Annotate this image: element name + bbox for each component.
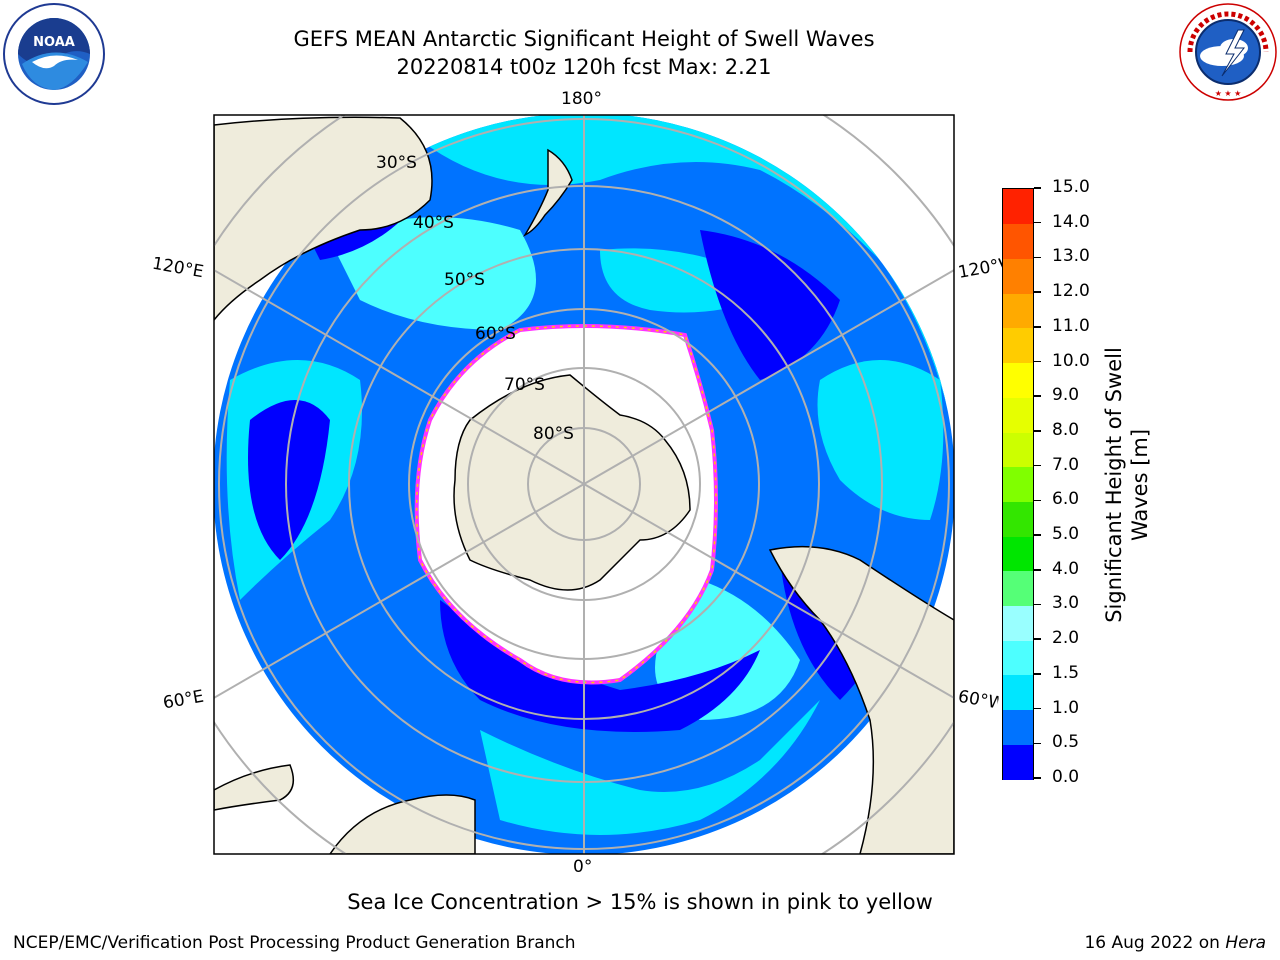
colorbar-tick bbox=[1034, 534, 1041, 536]
colorbar-tick-label: 8.0 bbox=[1052, 419, 1080, 440]
swell-band-low bbox=[248, 400, 330, 560]
colorbar-tick-label: 12.0 bbox=[1052, 281, 1090, 302]
colorbar-tick bbox=[1034, 360, 1041, 363]
map-subtitle: 20220814 t00z 120h fcst Max: 2.21 bbox=[396, 55, 772, 79]
colorbar-tick-label: 11.0 bbox=[1052, 315, 1090, 336]
colorbar-segment bbox=[1003, 744, 1033, 780]
colorbar-tick bbox=[1034, 742, 1041, 745]
colorbar-segment bbox=[1003, 570, 1033, 607]
swell-band-low bbox=[700, 230, 840, 380]
colorbar-tick bbox=[1034, 638, 1041, 640]
australia-land bbox=[214, 116, 433, 322]
colorbar-tick bbox=[1034, 673, 1041, 675]
map-frame bbox=[213, 114, 955, 855]
colorbar-label: Significant Height of Swell Waves [m] bbox=[1102, 347, 1152, 623]
colorbar-tick-label: 0.0 bbox=[1052, 767, 1080, 787]
colorbar-tick bbox=[1034, 187, 1041, 189]
colorbar-tick bbox=[1034, 256, 1041, 259]
colorbar-tick-label: 9.0 bbox=[1052, 385, 1080, 406]
colorbar-segment bbox=[1003, 501, 1033, 537]
colorbar-tick-label: 14.0 bbox=[1052, 211, 1090, 232]
madagascar-land bbox=[214, 764, 295, 811]
colorbar-tick-label: 0.5 bbox=[1052, 732, 1080, 753]
colorbar-tick-label: 7.0 bbox=[1052, 454, 1080, 475]
colorbar-tick bbox=[1034, 603, 1041, 606]
colorbar-segment bbox=[1003, 223, 1033, 259]
colorbar bbox=[1002, 188, 1034, 780]
nws-logo: ★ ★ ★ bbox=[1178, 2, 1278, 106]
lon-label-0: 0° bbox=[573, 857, 593, 877]
svg-text:★ ★ ★: ★ ★ ★ bbox=[1215, 89, 1242, 98]
colorbar-tick-label: 2.0 bbox=[1052, 628, 1080, 649]
colorbar-segment bbox=[1003, 709, 1033, 745]
colorbar-tick bbox=[1034, 221, 1041, 224]
swell-band-peak bbox=[330, 217, 536, 330]
colorbar-tick bbox=[1034, 291, 1041, 293]
lat-label-50s: 50°S bbox=[444, 270, 485, 290]
africa-land bbox=[329, 794, 476, 854]
colorbar-tick-label: 3.0 bbox=[1052, 593, 1080, 614]
colorbar-segment bbox=[1003, 327, 1033, 364]
colorbar-segment bbox=[1003, 397, 1033, 433]
colorbar-segment bbox=[1003, 189, 1033, 225]
colorbar-tick-label: 1.0 bbox=[1052, 697, 1080, 718]
lat-label-30s: 30°S bbox=[376, 153, 417, 173]
colorbar-segment bbox=[1003, 258, 1033, 294]
colorbar-segment bbox=[1003, 674, 1033, 711]
colorbar-tick bbox=[1034, 326, 1041, 328]
colorbar-tick-label: 6.0 bbox=[1052, 489, 1080, 510]
colorbar-tick-label: 15.0 bbox=[1052, 177, 1090, 197]
colorbar-segment bbox=[1003, 536, 1033, 572]
swell-band-high bbox=[817, 360, 944, 520]
svg-text:NOAA: NOAA bbox=[33, 35, 75, 50]
lon-label-180: 180° bbox=[561, 89, 602, 109]
colorbar-tick bbox=[1034, 499, 1041, 502]
colorbar-tick bbox=[1034, 395, 1041, 397]
colorbar-tick bbox=[1034, 569, 1041, 571]
longitude-gridlines bbox=[214, 115, 954, 854]
colorbar-tick bbox=[1034, 707, 1041, 710]
sea-ice-note: Sea Ice Concentration > 15% is shown in … bbox=[347, 890, 933, 914]
colorbar-tick bbox=[1034, 464, 1041, 467]
new-zealand-land bbox=[523, 148, 573, 237]
map-title: GEFS MEAN Antarctic Significant Height o… bbox=[293, 27, 875, 51]
colorbar-segment bbox=[1003, 362, 1033, 398]
colorbar-segment bbox=[1003, 466, 1033, 502]
credit-text: NCEP/EMC/Verification Post Processing Pr… bbox=[13, 933, 576, 953]
antarctica-land bbox=[453, 374, 691, 591]
colorbar-tick-label: 13.0 bbox=[1052, 246, 1090, 267]
lat-label-70s: 70°S bbox=[504, 375, 545, 395]
colorbar-tick bbox=[1034, 430, 1041, 432]
colorbar-tick-label: 5.0 bbox=[1052, 524, 1080, 545]
lat-label-40s: 40°S bbox=[413, 213, 454, 233]
colorbar-tick-label: 4.0 bbox=[1052, 558, 1080, 579]
lat-label-80s: 80°S bbox=[533, 424, 574, 444]
colorbar-segment bbox=[1003, 605, 1033, 641]
lat-label-60s: 60°S bbox=[475, 324, 516, 344]
noaa-logo: NOAA bbox=[2, 2, 106, 110]
colorbar-tick-label: 10.0 bbox=[1052, 350, 1090, 371]
colorbar-segment bbox=[1003, 293, 1033, 329]
colorbar-segment bbox=[1003, 640, 1033, 676]
run-date: 16 Aug 2022 on Hera bbox=[1084, 933, 1266, 953]
colorbar-tick-label: 1.5 bbox=[1052, 662, 1080, 683]
swell-band-high bbox=[480, 700, 820, 835]
colorbar-tick bbox=[1034, 777, 1041, 779]
colorbar-segment bbox=[1003, 431, 1033, 468]
